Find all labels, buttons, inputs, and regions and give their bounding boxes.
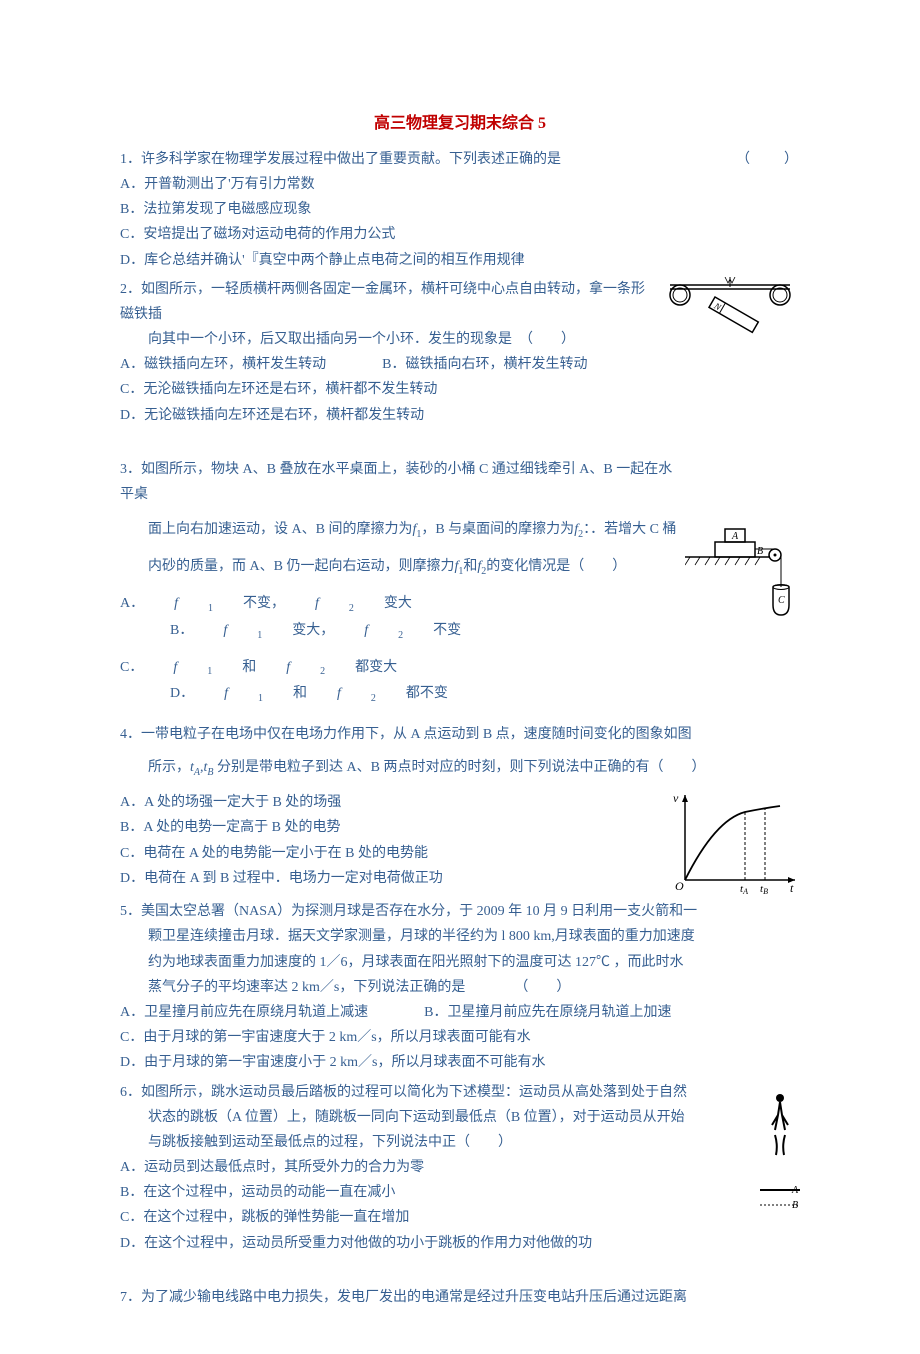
q6-opt-b: B．在这个过程中，运动员的动能一直在减小 bbox=[120, 1180, 800, 1205]
q4-figure: v O tA tB t bbox=[670, 790, 800, 895]
q1-stem: 1．许多科学家在物理学发展过程中做出了重要贡献。下列表述正确的是 （ ） bbox=[120, 147, 800, 172]
q2-b-text: B．磁铁插向右环，横杆发生转动 bbox=[382, 357, 587, 372]
q3-figure: A B C bbox=[685, 517, 800, 627]
q6-figure: A B bbox=[760, 1090, 800, 1210]
q3-opt-d: D．f1和f2都不变 bbox=[170, 681, 478, 708]
q5-stem3: 约为地球表面重力加速度的 1／6，月球表面在阳光照射下的温度可达 127℃ ，而… bbox=[120, 950, 800, 975]
q1-stem-text: 1．许多科学家在物理学发展过程中做出了重要贡献。下列表述正确的是 bbox=[120, 152, 561, 167]
q5-opt-ab: A．卫星撞月前应先在原绕月轨道上减速 B．卫星撞月前应先在原绕月轨道上加速 bbox=[120, 1000, 800, 1025]
question-1: 1．许多科学家在物理学发展过程中做出了重要贡献。下列表述正确的是 （ ） A．开… bbox=[120, 147, 800, 273]
q1-opt-c: C．安培提出了磁场对运动电荷的作用力公式 bbox=[120, 222, 800, 247]
q4-stem: 4．一带电粒子在电场中仅在电场力作用下，从 A 点运动到 B 点，速度随时间变化… bbox=[120, 722, 800, 747]
q3-stem: 3．如图所示，物块 A、B 叠放在水平桌面上，装砂的小桶 C 通过细钱牵引 A、… bbox=[120, 457, 800, 507]
svg-text:A: A bbox=[791, 1185, 799, 1196]
q3-opt-b: B．f1变大，f2不变 bbox=[170, 618, 491, 645]
q3-opts-cd: C．f1和f2都变大 D．f1和f2都不变 bbox=[120, 655, 800, 709]
q2-opt-a: A．磁铁插向左环，横杆发生转动 B．磁铁插向右环，横杆发生转动 bbox=[120, 352, 800, 377]
q6-stem: 6．如图所示，跳水运动员最后踏板的过程可以简化为下述模型：运动员从高处落到处于自… bbox=[120, 1080, 800, 1105]
question-3: A B C 3．如图所示，物块 A、B 叠放在水平桌面上，装砂的小桶 C 通过细… bbox=[120, 457, 800, 718]
svg-text:B: B bbox=[757, 546, 763, 557]
q5-stem2: 颗卫星连续撞击月球．据天文学家测量，月球的半径约为 l 800 km,月球表面的… bbox=[120, 924, 800, 949]
svg-text:tB: tB bbox=[760, 883, 768, 895]
page-title: 高三物理复习期末综合 5 bbox=[120, 110, 800, 139]
q3-s3c: 的变化情况是（ ） bbox=[486, 559, 626, 574]
q5-stem4: 蒸气分子的平均速率达 2 km／s，下列说法正确的是 （ ） bbox=[120, 975, 800, 1000]
q3-opt-c: C．f1和f2都变大 bbox=[120, 655, 427, 682]
q3-opt-a: A．f1不变，f2变大 bbox=[120, 591, 442, 618]
question-2: N 2．如图所示，一轻质横杆两侧各固定一金属环，横杆可绕中心点自由转动，拿一条形… bbox=[120, 277, 800, 428]
q5-opt-d: D．由于月球的第一宇宙速度小于 2 km／s，所以月球表面不可能有水 bbox=[120, 1050, 800, 1075]
svg-text:O: O bbox=[675, 879, 684, 893]
q2-a-text: A．磁铁插向左环，横杆发生转动 bbox=[120, 357, 326, 372]
q5-a: A．卫星撞月前应先在原绕月轨道上减速 bbox=[120, 1005, 368, 1020]
q3-s3b: 和 bbox=[463, 559, 477, 574]
q6-opt-d: D．在这个过程中，运动员所受重力对他做的功小于跳板的作用力对他做的功 bbox=[120, 1231, 800, 1256]
q2-opt-d: D．无论磁铁插向左环还是右环，横杆都发生转动 bbox=[120, 403, 800, 428]
q5-opt-c: C．由于月球的第一宇宙速度大于 2 km／s，所以月球表面可能有水 bbox=[120, 1025, 800, 1050]
svg-text:C: C bbox=[778, 595, 785, 606]
q1-bracket: （ ） bbox=[736, 147, 800, 172]
q6-opt-a: A．运动员到达最低点时，其所受外力的合力为零 bbox=[120, 1155, 800, 1180]
svg-text:B: B bbox=[792, 1200, 798, 1210]
q6-opt-c: C．在这个过程中，跳板的弹性势能一直在增加 bbox=[120, 1205, 800, 1230]
q7-stem: 7．为了减少输电线路中电力损失，发电厂发出的电通常是经过升压变电站升压后通过远距… bbox=[120, 1285, 800, 1310]
q3-s2a: 面上向右加速运动，设 A、B 间的摩擦力为 bbox=[148, 522, 412, 537]
q3-s2b: ，B 与桌面间的摩擦力为 bbox=[421, 522, 574, 537]
question-4: 4．一带电粒子在电场中仅在电场力作用下，从 A 点运动到 B 点，速度随时间变化… bbox=[120, 722, 800, 895]
q5-stem: 5．美国太空总署（NASA）为探测月球是否存在水分，于 2009 年 10 月 … bbox=[120, 899, 800, 924]
q3-s2c: ：．若增大 C 桶 bbox=[583, 522, 676, 537]
question-5: 5．美国太空总署（NASA）为探测月球是否存在水分，于 2009 年 10 月 … bbox=[120, 899, 800, 1075]
q1-opt-b: B．法拉第发现了电磁感应现象 bbox=[120, 197, 800, 222]
q4-s2a: 所示， bbox=[148, 760, 190, 775]
question-6: A B 6．如图所示，跳水运动员最后踏板的过程可以简化为下述模型：运动员从高处落… bbox=[120, 1080, 800, 1256]
q5-b: B．卫星撞月前应先在原绕月轨道上加速 bbox=[424, 1005, 671, 1020]
q2-figure: N bbox=[660, 277, 800, 347]
q1-opt-d: D．库仑总结并确认'『真空中两个静止点电荷之间的相互作用规律 bbox=[120, 248, 800, 273]
svg-text:t: t bbox=[790, 881, 794, 895]
q6-stem2: 状态的跳板（A 位置）上，随跳板一同向下运动到最低点（B 位置），对于运动员从开… bbox=[120, 1105, 800, 1130]
q3-s3a: 内砂的质量，而 A、B 仍一起向右运动，则摩擦力 bbox=[148, 559, 454, 574]
svg-text:N: N bbox=[712, 300, 724, 313]
svg-text:v: v bbox=[673, 791, 679, 805]
svg-text:tA: tA bbox=[740, 883, 748, 895]
q4-stem2: 所示，tA,tB 分别是带电粒子到达 A、B 两点时对应的时刻，则下列说法中正确… bbox=[120, 755, 800, 782]
q2-opt-c: C．无沦磁铁插向左环还是右环，横杆都不发生转动 bbox=[120, 377, 800, 402]
q4-s2b: 分别是带电粒子到达 A、B 两点时对应的时刻，则下列说法中正确的有（ ） bbox=[217, 760, 705, 775]
svg-text:A: A bbox=[731, 531, 739, 542]
question-7: 7．为了减少输电线路中电力损失，发电厂发出的电通常是经过升压变电站升压后通过远距… bbox=[120, 1285, 800, 1310]
q1-opt-a: A．开普勒测出了'万有引力常数 bbox=[120, 172, 800, 197]
q6-stem3: 与跳板接触到运动至最低点的过程，下列说法中正（ ） bbox=[120, 1130, 800, 1155]
